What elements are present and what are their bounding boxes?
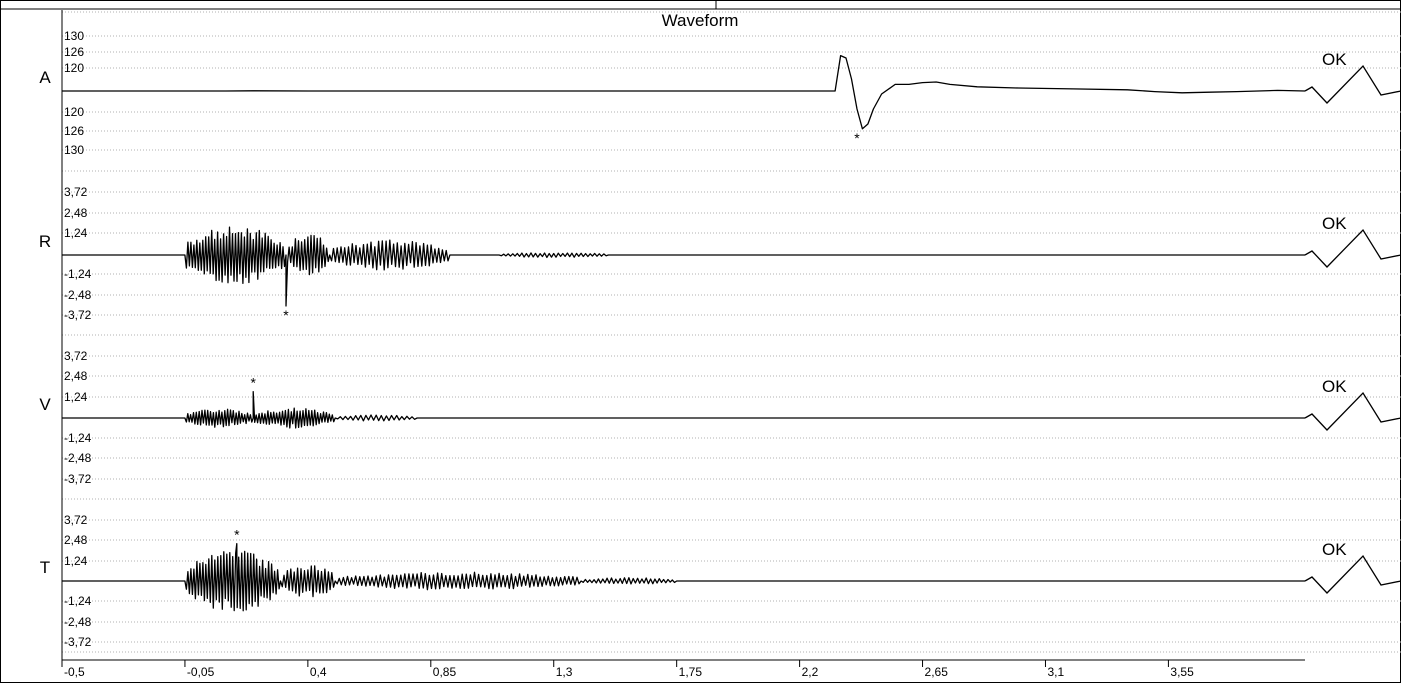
x-tick-label: 3,55 bbox=[1170, 665, 1194, 679]
status-glyph bbox=[1304, 554, 1401, 594]
status-text: OK bbox=[1322, 377, 1347, 396]
x-axis-ticks: -0,5 -0,05 0,4 0,85 1,3 1,75 2,2 2,65 3,1 3,55 bbox=[61, 660, 1194, 679]
peak-marker: * bbox=[251, 375, 257, 391]
x-tick-label: 1,75 bbox=[679, 665, 703, 679]
x-tick-label: 0,85 bbox=[433, 665, 457, 679]
status-text: OK bbox=[1322, 50, 1347, 69]
y-tick-label: 3,72 bbox=[64, 349, 88, 363]
status-glyph bbox=[1304, 64, 1401, 104]
y-tick-label: 3,72 bbox=[64, 513, 88, 527]
y-tick-label: -3,72 bbox=[64, 635, 92, 649]
status-glyph bbox=[1304, 391, 1401, 431]
y-tick-label: 120 bbox=[64, 61, 84, 75]
channel-t: T 3,72 2,48 1,24 -1,24 -2,48 -3,72 * OK bbox=[40, 513, 1401, 649]
y-tick-label: 1,24 bbox=[64, 554, 88, 568]
channel-label: A bbox=[39, 68, 51, 87]
status-text: OK bbox=[1322, 540, 1347, 559]
waveform-trace bbox=[62, 542, 1305, 612]
y-tick-label: 1,24 bbox=[64, 390, 88, 404]
y-tick-label: -2,48 bbox=[64, 288, 92, 302]
peak-marker: * bbox=[854, 130, 860, 146]
y-tick-label: 2,48 bbox=[64, 533, 88, 547]
channel-r: R 3,72 2,48 1,24 -1,24 -2,48 -3,72 * OK bbox=[39, 185, 1401, 323]
channels: A 130 126 120 120 126 130 * OK R 3,72 2,48 1,24 -1,24… bbox=[39, 29, 1401, 649]
y-tick-label: -2,48 bbox=[64, 451, 92, 465]
y-tick-label: 130 bbox=[64, 143, 84, 157]
y-tick-label: 3,72 bbox=[64, 185, 88, 199]
y-tick-label: 120 bbox=[64, 105, 84, 119]
waveform-trace bbox=[62, 54, 1306, 130]
x-tick-label: 2,2 bbox=[802, 665, 819, 679]
y-tick-label: -1,24 bbox=[64, 431, 92, 445]
waveform-trace bbox=[62, 390, 1305, 429]
y-tick-label: 2,48 bbox=[64, 206, 88, 220]
x-tick-label: 0,4 bbox=[310, 665, 327, 679]
axes bbox=[61, 10, 1305, 661]
y-tick-label: -1,24 bbox=[64, 594, 92, 608]
y-tick-label: 126 bbox=[64, 45, 84, 59]
y-tick-label: -2,48 bbox=[64, 615, 92, 629]
y-tick-label: -1,24 bbox=[64, 267, 92, 281]
y-tick-label: 1,24 bbox=[64, 226, 88, 240]
x-tick-label: -0,05 bbox=[187, 665, 215, 679]
waveform-trace bbox=[62, 226, 1305, 307]
chart-title: Waveform bbox=[662, 11, 739, 30]
x-tick-label: 2,65 bbox=[925, 665, 949, 679]
y-tick-label: -3,72 bbox=[64, 308, 92, 322]
channel-label: R bbox=[39, 232, 51, 251]
y-tick-label: 130 bbox=[64, 29, 84, 43]
y-tick-label: 126 bbox=[64, 124, 84, 138]
channel-label: T bbox=[40, 558, 50, 577]
y-tick-label: -3,72 bbox=[64, 472, 92, 486]
channel-v: V 3,72 2,48 1,24 -1,24 -2,48 -3,72 * OK bbox=[39, 349, 1401, 486]
x-tick-label: 3,1 bbox=[1047, 665, 1064, 679]
x-tick-label: -0,5 bbox=[64, 665, 85, 679]
grid-lines bbox=[62, 11, 1401, 653]
status-text: OK bbox=[1322, 214, 1347, 233]
status-glyph bbox=[1304, 228, 1401, 268]
channel-label: V bbox=[39, 395, 51, 414]
peak-marker: * bbox=[234, 527, 240, 543]
peak-marker: * bbox=[283, 307, 289, 323]
channel-a: A 130 126 120 120 126 130 * OK bbox=[39, 29, 1401, 157]
x-tick-label: 1,3 bbox=[556, 665, 573, 679]
y-tick-label: 2,48 bbox=[64, 369, 88, 383]
